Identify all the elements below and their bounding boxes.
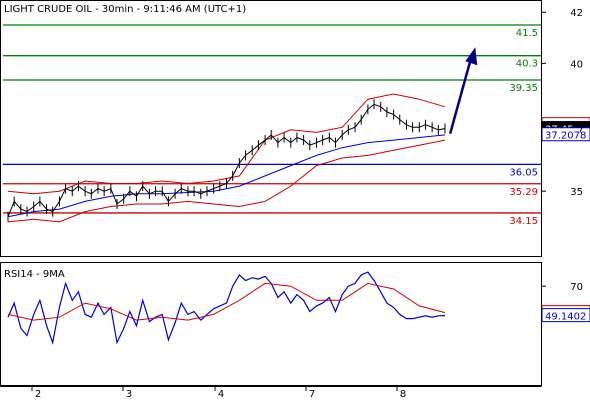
x-tick-label: 2 [35, 389, 41, 400]
forecast-arrow-shaft [448, 56, 473, 135]
rsi-y-tick-label: 70 [570, 282, 583, 293]
series-line-rsi-ma [7, 282, 446, 321]
x-tick-label: 3 [126, 389, 132, 400]
rsi-panel-frame [0, 262, 542, 386]
level-label: 41.5 [516, 28, 538, 39]
price-tag-label: 37.2078 [545, 131, 586, 142]
rsi-panel: RSI14 - 9MA 7051.265649.1402 [4, 269, 590, 345]
x-tick-label: 7 [309, 389, 315, 400]
x-tick-label: 8 [400, 389, 406, 400]
level-label: 35.29 [509, 187, 538, 198]
forecast-arrow-head [465, 47, 478, 66]
price-panel: LIGHT CRUDE OIL - 30min - 9:11:46 AM (UT… [3, 4, 590, 227]
series-line-bollinger-upper [7, 93, 446, 195]
level-label: 34.15 [509, 216, 538, 227]
series-line-rsi [7, 271, 446, 345]
level-label: 36.05 [509, 167, 538, 178]
x-tick-label: 4 [218, 389, 224, 400]
y-tick-label: 35 [570, 187, 583, 198]
y-tick-label: 42 [570, 8, 583, 19]
price-axis-partial-label: 7 [578, 125, 584, 136]
series-line-moving-average [7, 134, 446, 218]
price-tag-label: 49.1402 [545, 312, 586, 323]
y-tick-label: 40 [570, 59, 583, 70]
rsi-title: RSI14 - 9MA [4, 269, 65, 280]
series-line-price [7, 103, 446, 217]
level-label: 39.35 [509, 83, 538, 94]
series-line-bollinger-lower [7, 139, 446, 223]
level-label: 40.3 [516, 59, 538, 70]
price-panel-frame [0, 0, 542, 257]
chart-title: LIGHT CRUDE OIL - 30min - 9:11:46 AM (UT… [4, 4, 246, 15]
